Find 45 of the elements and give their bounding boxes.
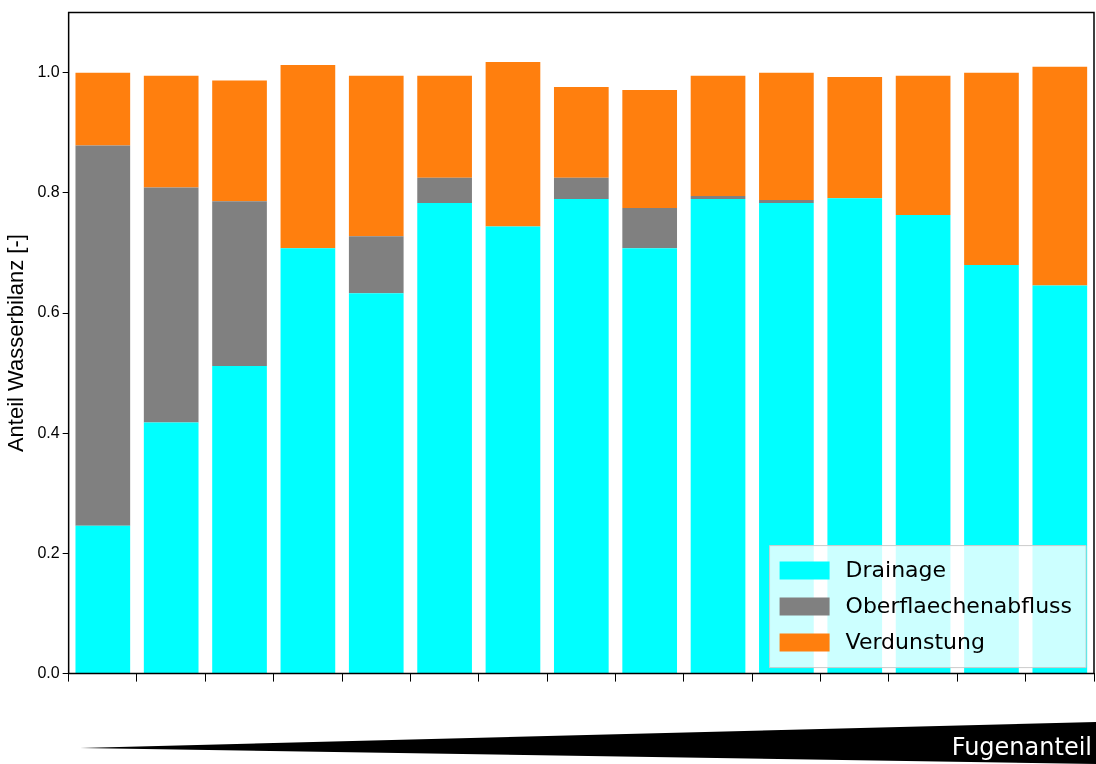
bar: [553, 87, 609, 178]
bar: [1032, 66, 1088, 286]
bar: [895, 75, 951, 216]
bar: [553, 177, 609, 199]
y-tick-label: 0.0: [37, 664, 60, 682]
bar: [964, 72, 1019, 265]
legend-label: Verdunstung: [845, 629, 985, 655]
bar: [143, 187, 199, 423]
legend-label: Drainage: [845, 557, 947, 583]
bar: [348, 236, 404, 294]
bar: [348, 75, 404, 237]
bar: [348, 293, 404, 674]
bar: [212, 80, 267, 202]
legend-label: Oberflaechenabfluss: [845, 593, 1073, 619]
bar: [75, 525, 131, 674]
bar: [143, 422, 199, 674]
bar: [690, 75, 746, 196]
bar: [280, 248, 336, 674]
bar: [143, 75, 199, 188]
bar: [417, 75, 472, 178]
y-tick-label: 0.6: [37, 303, 60, 321]
bar: [417, 203, 472, 674]
y-axis-title: Anteil Wasserbilanz [-]: [3, 234, 29, 453]
bar: [75, 145, 131, 526]
bar: [759, 72, 814, 201]
bar: [827, 76, 883, 199]
x-axis-title: Fugenanteil: [951, 732, 1092, 762]
bar: [759, 200, 814, 204]
bar: [622, 248, 678, 674]
y-tick-label: 1.0: [37, 63, 60, 81]
bar: [553, 198, 609, 674]
bar: [280, 64, 336, 249]
bar: [212, 201, 267, 366]
bar: [212, 365, 267, 674]
bar: [485, 61, 541, 227]
bar: [690, 195, 746, 199]
bar: [485, 226, 541, 674]
y-tick-label: 0.4: [37, 423, 60, 441]
bar: [417, 177, 472, 204]
y-tick-label: 0.2: [37, 543, 60, 561]
y-tick-label: 0.8: [37, 183, 60, 201]
bar: [75, 72, 131, 146]
bar: [622, 90, 678, 208]
bar: [690, 198, 746, 674]
bar: [622, 207, 678, 249]
